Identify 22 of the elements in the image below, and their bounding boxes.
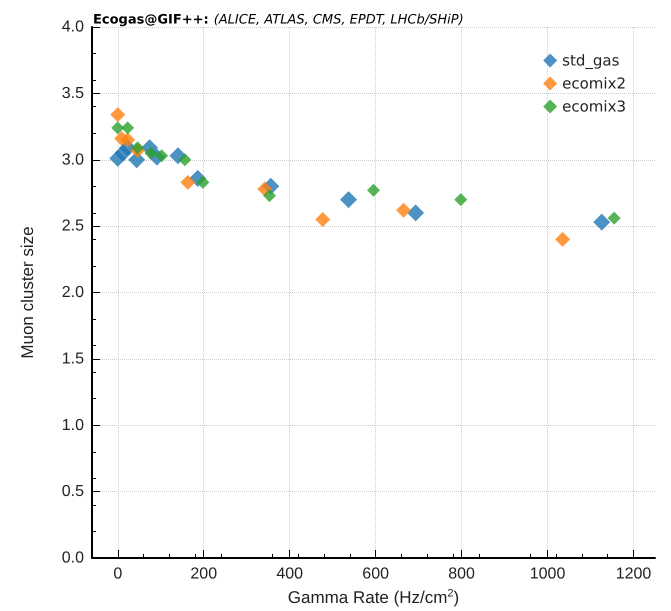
y-tick-label: 3.0 — [62, 151, 84, 168]
y-tick-label: 2.5 — [62, 218, 84, 235]
legend-label: ecomix2 — [562, 74, 626, 92]
legend-label: ecomix3 — [562, 98, 626, 116]
x-tick-label: 800 — [448, 566, 476, 582]
x-tick-label: 400 — [276, 566, 304, 582]
chart-title: Ecogas@GIF++: — [93, 12, 209, 28]
x-tick-label: 600 — [362, 566, 390, 582]
x-tick-label: 1000 — [530, 566, 566, 582]
y-tick-label: 3.5 — [62, 84, 84, 102]
x-tick-label: 200 — [190, 566, 218, 582]
x-tick-label: 0 — [113, 566, 122, 582]
y-tick-label: 2.0 — [62, 284, 84, 301]
legend-label: std_gas — [562, 52, 620, 70]
x-tick-label: 1200 — [616, 566, 652, 582]
y-tick-label: 1.5 — [62, 350, 84, 368]
y-tick-label: 0.5 — [62, 483, 84, 500]
y-axis-title: Muon cluster size — [18, 226, 37, 359]
y-tick-label: 0.0 — [62, 550, 84, 566]
y-tick-label: 1.0 — [62, 416, 84, 434]
y-tick-label: 4.0 — [62, 18, 84, 36]
chart-subtitle: (ALICE, ATLAS, CMS, EPDT, LHCb/SHiP) — [214, 12, 464, 28]
